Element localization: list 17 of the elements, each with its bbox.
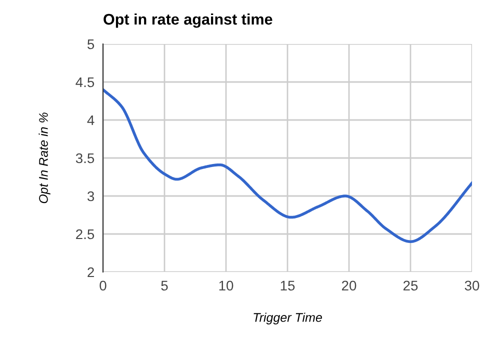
y-tick-label: 3 <box>87 191 94 202</box>
y-tick-label: 3.5 <box>76 153 94 164</box>
y-tick-label: 2 <box>88 267 94 278</box>
y-tick-label: 5 <box>88 39 94 50</box>
chart-title: Opt in rate against time <box>104 13 272 28</box>
y-axis-title: Opt In Rate in % <box>38 112 50 204</box>
x-axis-title: Trigger Time <box>254 312 322 324</box>
x-tick-label: 5 <box>161 280 168 291</box>
x-tick-label: 15 <box>280 280 295 291</box>
x-tick-label: 30 <box>464 280 480 291</box>
x-tick-label: 20 <box>342 280 356 291</box>
x-tick-label: 10 <box>219 280 234 291</box>
y-tick-label: 4 <box>87 115 94 126</box>
y-tick-label: 4.5 <box>76 77 94 88</box>
x-tick-label: 25 <box>403 280 418 291</box>
y-tick-label: 2.5 <box>76 229 94 240</box>
x-tick-label: 0 <box>100 280 106 291</box>
